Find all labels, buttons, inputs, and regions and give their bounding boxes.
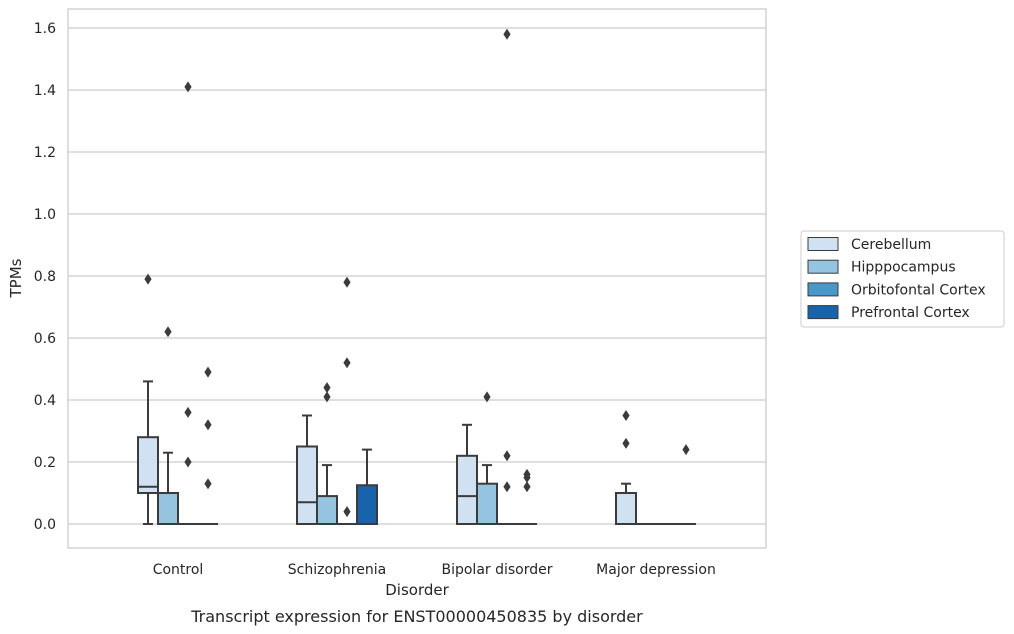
outlier-point [144, 273, 152, 285]
plot-frame [67, 8, 767, 549]
chart-caption: Transcript expression for ENST0000045083… [190, 607, 643, 626]
box-group [198, 366, 218, 525]
y-tick-label: 0.2 [34, 455, 56, 471]
box-group [356, 448, 378, 525]
outlier-point [523, 481, 531, 493]
outlier-point [483, 391, 491, 403]
legend-label: Prefrontal Cortex [851, 305, 970, 321]
x-axis-title: Disorder [385, 581, 449, 599]
outlier-point [184, 81, 192, 93]
y-tick-label: 0.0 [34, 517, 56, 533]
x-tick-labels: Control Schizophrenia Bipolar disorder Majo… [153, 562, 716, 578]
x-tick-label: Schizophrenia [288, 562, 386, 578]
outlier-point [622, 410, 630, 421]
box [316, 495, 338, 526]
legend-swatch [807, 305, 839, 320]
box [137, 436, 159, 495]
outlier-point [204, 419, 212, 431]
box-group [337, 276, 357, 525]
outlier-point [503, 481, 511, 493]
legend-swatch [807, 237, 839, 251]
legend-swatch [807, 259, 839, 274]
outlier-point [343, 276, 351, 288]
legend-frame [800, 230, 1005, 328]
outlier-point [343, 357, 351, 369]
outlier-point [204, 366, 212, 378]
y-tick-label: 0.6 [34, 331, 56, 347]
legend-label: Orbitofontal Cortex [851, 282, 986, 298]
outlier-point [503, 28, 511, 40]
y-tick-label: 1.4 [34, 83, 56, 99]
box-group [137, 273, 159, 525]
legend: Cerebellum Hipppocampus Orbitofontal Corte… [800, 230, 1005, 328]
y-tick-label: 1.6 [34, 21, 56, 37]
box-group [296, 414, 318, 525]
x-tick-label: Bipolar disorder [441, 562, 552, 578]
outlier-point [184, 406, 192, 418]
outlier-point [164, 326, 172, 338]
box-group [476, 391, 498, 526]
box-group [178, 81, 198, 525]
legend-label: Cerebellum [851, 237, 931, 253]
box [456, 454, 478, 525]
x-tick-label: Control [153, 562, 204, 578]
x-tick-label: Major depression [596, 562, 716, 578]
y-tick-label: 0.4 [34, 393, 56, 409]
box-group [157, 326, 179, 525]
outlier-point [503, 450, 511, 462]
legend-label: Hipppocampus [851, 260, 956, 276]
outlier-point [323, 382, 331, 394]
outlier-point [323, 391, 331, 403]
legend-swatch [807, 282, 839, 297]
grid-lines [68, 27, 766, 525]
outlier-point [343, 506, 351, 518]
box-group [497, 28, 517, 525]
y-tick-label: 1.0 [34, 207, 56, 223]
outlier-point [204, 478, 212, 490]
y-tick-labels: 0.0 0.2 0.4 0.6 0.8 1.0 1.2 1.4 1.6 [34, 21, 56, 533]
y-tick-label: 1.2 [34, 145, 56, 161]
outlier-point [622, 437, 630, 449]
box-group [517, 468, 537, 525]
box [356, 484, 378, 525]
box [157, 492, 179, 525]
y-axis-title: TPMs [7, 258, 25, 298]
box-group [456, 423, 478, 525]
box [615, 492, 637, 525]
box-group [316, 382, 338, 526]
outlier-point [682, 444, 690, 456]
boxes [137, 28, 696, 526]
outlier-point [523, 468, 531, 480]
box-group [615, 410, 637, 525]
box [296, 445, 318, 525]
y-tick-label: 0.8 [34, 269, 56, 285]
box [476, 482, 498, 526]
outlier-point [184, 456, 192, 468]
box-group [676, 444, 696, 525]
